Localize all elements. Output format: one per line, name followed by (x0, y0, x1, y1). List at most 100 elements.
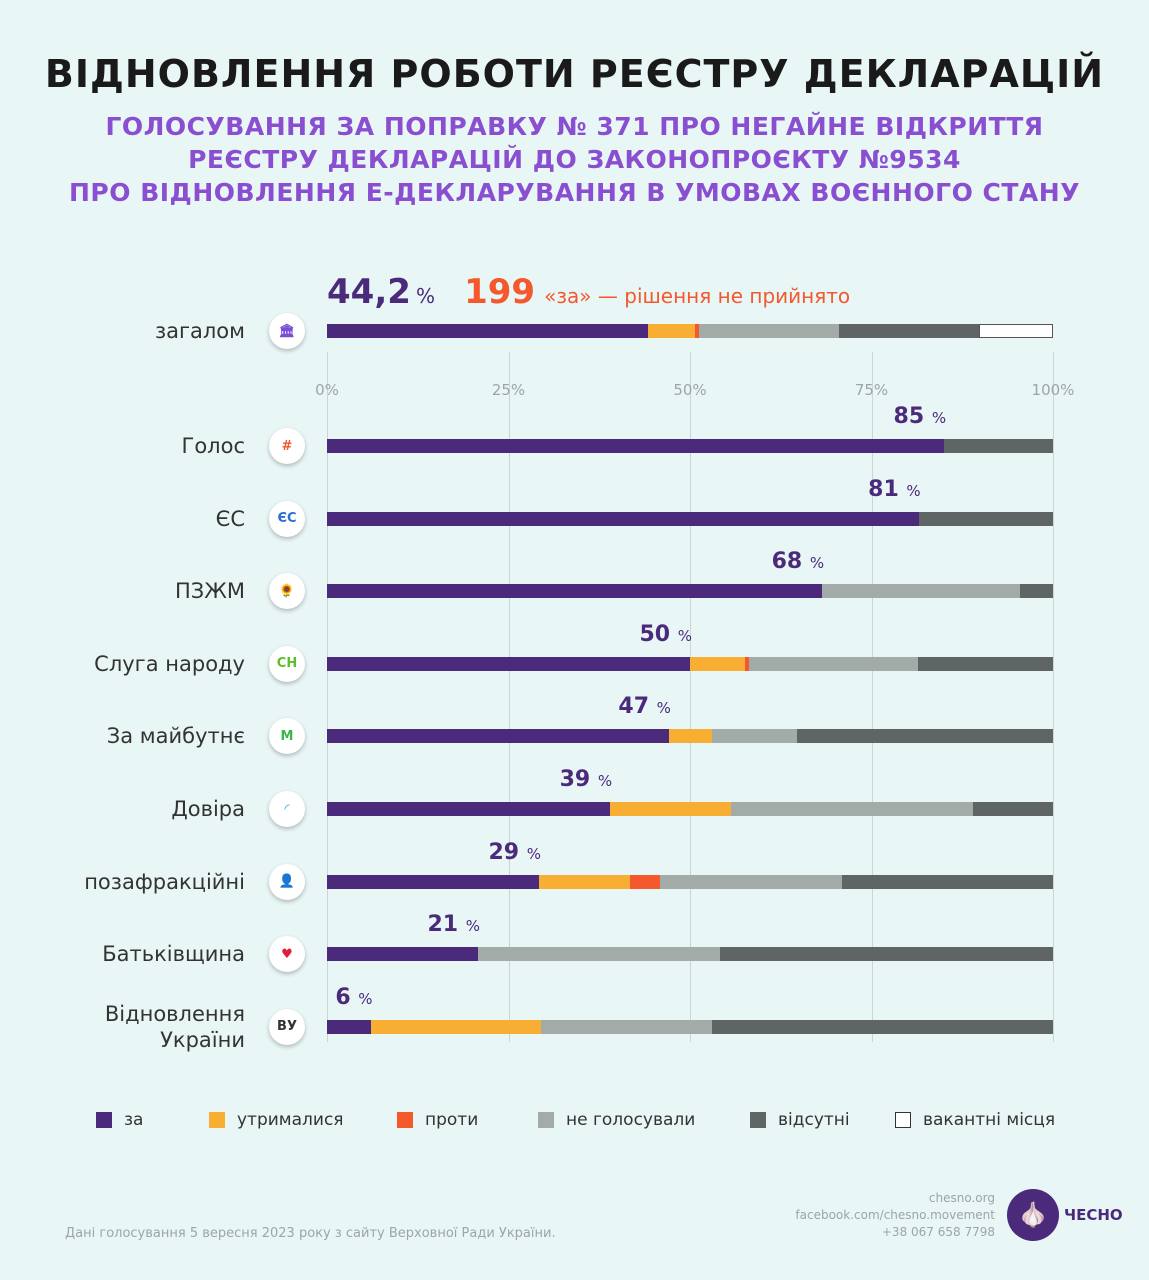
legend-item: не голосували (538, 1110, 695, 1130)
legend-swatch (209, 1112, 225, 1128)
bar-segment-проти (629, 874, 661, 889)
data-label: 68 % (771, 549, 825, 575)
row-label: ЄС (215, 506, 245, 531)
row-label: Слуга народу (94, 651, 245, 676)
legend-label: проти (425, 1110, 479, 1130)
bar (327, 656, 1053, 671)
legend-swatch (397, 1112, 413, 1128)
bar-segment-відсутні (841, 874, 1053, 889)
legend-label: відсутні (778, 1110, 850, 1130)
subtitle-line: ГОЛОСУВАННЯ ЗА ПОПРАВКУ № 371 ПРО НЕГАЙН… (105, 112, 1044, 141)
bar (327, 324, 1053, 338)
legend-swatch (96, 1112, 112, 1128)
data-label: 85 % (893, 404, 947, 429)
data-label: 39 % (559, 767, 613, 792)
bar (327, 1019, 1053, 1034)
bar-segment-за (327, 1019, 371, 1034)
bar-segment-не-голосували (748, 656, 918, 671)
bar-segment-за (327, 439, 945, 453)
bar-segment-не-голосували (698, 324, 839, 338)
summary-votes: 199 (464, 272, 536, 312)
legend-item: за (96, 1110, 143, 1130)
gridline (508, 352, 510, 1042)
bar-segment-не-голосували (711, 729, 798, 744)
bar-segment-не-голосували (660, 874, 842, 889)
sunflower-icon: 🌻 (269, 573, 305, 610)
row-label: ПЗЖМ (175, 579, 245, 604)
legend-swatch (750, 1112, 766, 1128)
bar-segment-відсутні (838, 324, 979, 338)
summary-percent-sign: % (415, 284, 435, 308)
row-label: Голос (181, 434, 245, 458)
bar-segment-за (327, 584, 823, 599)
logo-text: ЧЕСНО (1064, 1206, 1123, 1224)
facebook-link[interactable]: facebook.com/chesno.movement (795, 1208, 995, 1222)
bar-segment-утрималися (647, 324, 696, 338)
bar-segment-за (327, 511, 919, 526)
summary-percent: 44,2 (327, 272, 411, 312)
bar-segment-відсутні (944, 439, 1053, 453)
bar-segment-не-голосували (731, 802, 974, 816)
contacts: chesno.org facebook.com/chesno.movement … (795, 1190, 995, 1241)
row-label: Відновлення України (104, 1001, 245, 1052)
bar-segment-відсутні (797, 729, 1053, 744)
subtitle-line: ПРО ВІДНОВЛЕННЯ Е-ДЕКЛАРУВАННЯ В УМОВАХ … (69, 178, 1080, 207)
bar-segment-не-голосували (822, 584, 1021, 599)
parliament-icon: 🏛 (269, 313, 305, 349)
phone: +38 067 658 7798 (881, 1225, 995, 1239)
data-label: 6 % (335, 984, 373, 1010)
bar-segment-відсутні (917, 656, 1053, 671)
tick-label: 25% (491, 381, 526, 399)
es-icon: ЄС (269, 500, 305, 537)
gridline (871, 352, 873, 1042)
golos-icon: # (269, 428, 305, 464)
legend-item: вакантні місця (895, 1110, 1055, 1130)
legend-item: проти (397, 1110, 478, 1130)
legend-item: утрималися (209, 1110, 344, 1130)
rainbow-icon: ◜ (269, 791, 305, 827)
m-icon: M (269, 718, 305, 755)
site-link[interactable]: chesno.org (928, 1191, 995, 1205)
data-label: 81 % (868, 476, 921, 502)
bar-segment-за (327, 324, 648, 338)
data-label: 29 % (488, 839, 541, 865)
heart-icon: ♥ (269, 936, 305, 973)
data-label: 47 % (618, 694, 671, 720)
summary-votes-text: «за» — рішення не прийнято (544, 284, 851, 308)
bar-segment-за (327, 874, 539, 889)
legend-label: вакантні місця (923, 1110, 1056, 1130)
bar (327, 511, 1053, 526)
summary: 44,2 % 199 «за» — рішення не прийнято (327, 272, 850, 312)
bar-segment-утрималися (370, 1019, 542, 1034)
bar (327, 874, 1053, 889)
bar (327, 439, 1053, 453)
legend-label: за (124, 1110, 144, 1130)
bar-segment-відсутні (1020, 584, 1053, 599)
bar-segment-відсутні (973, 802, 1053, 816)
legend-label: утрималися (237, 1110, 344, 1130)
bar-segment-за (327, 656, 690, 671)
bar-segment-утрималися (610, 802, 732, 816)
row-label: позафракційні (84, 869, 245, 894)
bar-segment-за (327, 729, 669, 744)
legend-swatch (895, 1112, 911, 1128)
vu-icon: ВУ (269, 1008, 305, 1045)
bar (327, 802, 1053, 816)
row-label: загалом (154, 319, 245, 343)
bar-segment-відсутні (719, 947, 1053, 962)
bar-segment-відсутні (711, 1019, 1053, 1034)
tick-label: 100% (1031, 381, 1075, 399)
row-label: Батьківщина (102, 942, 245, 967)
tick-label: 50% (673, 381, 707, 399)
gridline (690, 352, 691, 1042)
bar-segment-за (327, 802, 611, 816)
bar-segment-не-голосували (541, 1019, 712, 1034)
gridline (327, 352, 328, 1042)
garlic-logo-icon: 🧄 (1007, 1189, 1059, 1241)
bar-segment-відсутні (918, 511, 1053, 526)
tick-label: 0% (315, 381, 339, 399)
legend-label: не голосували (566, 1110, 696, 1130)
data-label: 50 % (639, 621, 692, 647)
sn-icon: СН (269, 645, 305, 682)
